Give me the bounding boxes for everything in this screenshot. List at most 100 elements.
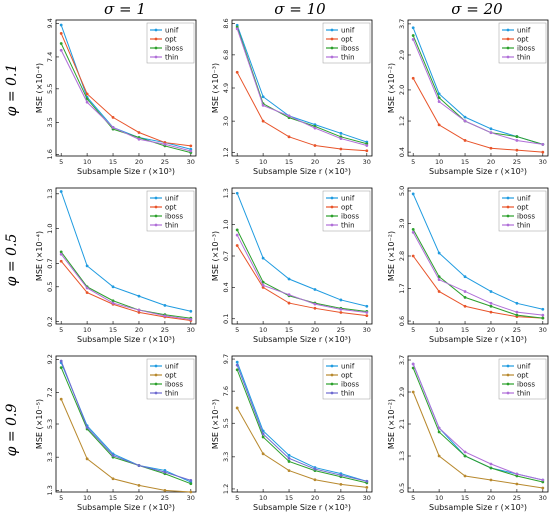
series-line-thin (236, 234, 367, 313)
legend-label: iboss (517, 45, 535, 53)
x-axis-label: Subsample Size r (×10³) (77, 503, 175, 512)
data-point-opt (365, 149, 369, 153)
x-tick-label: 20 (487, 326, 495, 334)
data-point-opt (541, 150, 545, 154)
series-line-thin (60, 253, 191, 320)
data-point-thin (313, 126, 317, 130)
data-point-opt (489, 478, 493, 482)
y-tick-label: 2.9 (398, 50, 406, 60)
legend-marker (330, 391, 334, 395)
data-point-unif (489, 290, 493, 293)
x-tick-label: 30 (539, 326, 547, 334)
legend-marker (154, 391, 158, 395)
x-tick-label: 10 (83, 494, 91, 502)
data-point-iboss (59, 366, 63, 370)
y-tick-label: 0.5 (46, 282, 54, 292)
y-axis-label: MSE (×10⁻²) (387, 231, 396, 281)
data-point-iboss (515, 313, 519, 317)
data-point-iboss (515, 135, 519, 138)
legend-label: opt (165, 204, 177, 212)
y-tick-label: 0.4 (398, 147, 406, 157)
legend-label: thin (165, 222, 179, 230)
data-point-opt (411, 390, 415, 394)
data-point-opt (515, 482, 519, 486)
data-point-opt (365, 486, 369, 489)
col-title-2: σ = 20 (451, 0, 503, 18)
series-line-iboss (60, 251, 191, 319)
x-tick-label: 5 (235, 158, 239, 166)
data-point-thin (313, 467, 317, 471)
x-tick-label: 30 (187, 494, 195, 502)
data-point-thin (59, 252, 63, 256)
data-point-opt (163, 488, 167, 492)
y-tick-label: 1.2 (222, 484, 230, 494)
data-point-opt (339, 311, 343, 314)
x-tick-label: 20 (135, 494, 143, 502)
legend-label: thin (341, 54, 355, 62)
data-point-iboss (189, 482, 193, 486)
data-point-thin (541, 313, 545, 317)
data-point-thin (411, 230, 415, 234)
legend-marker (330, 28, 334, 32)
data-point-thin (411, 362, 415, 366)
y-tick-label: 2.9 (398, 387, 406, 397)
data-point-opt (437, 290, 441, 293)
y-tick-label: 1.3 (46, 485, 54, 495)
series-line-thin (412, 232, 543, 316)
x-tick-label: 25 (161, 494, 169, 502)
legend-marker (506, 205, 510, 209)
legend-marker (506, 382, 510, 386)
data-point-thin (463, 450, 467, 454)
data-point-iboss (437, 430, 441, 434)
data-point-thin (163, 142, 167, 146)
legend-marker (330, 364, 334, 368)
legend-marker (154, 196, 158, 200)
data-point-thin (235, 27, 239, 31)
series-line-opt (412, 391, 543, 489)
series-line-thin (236, 28, 367, 147)
series-line-unif (236, 193, 367, 307)
legend-label: thin (517, 390, 531, 398)
y-tick-label: 2.1 (398, 419, 406, 429)
data-point-thin (463, 119, 467, 123)
legend-label: iboss (341, 213, 359, 221)
legend-marker (154, 205, 158, 209)
x-tick-label: 25 (513, 326, 521, 334)
data-point-unif (59, 23, 63, 27)
data-point-unif (189, 309, 193, 313)
data-point-iboss (287, 460, 291, 463)
series-line-unif (412, 193, 543, 310)
data-point-opt (261, 452, 265, 456)
legend-marker (330, 223, 334, 227)
legend-marker (330, 214, 334, 218)
data-point-thin (111, 454, 115, 457)
data-point-opt (365, 314, 369, 318)
data-point-unif (411, 192, 415, 196)
x-tick-label: 20 (487, 494, 495, 502)
legend-marker (154, 37, 158, 41)
y-tick-label: 1.0 (46, 224, 54, 234)
legend-marker (154, 223, 158, 227)
data-point-opt (111, 115, 115, 119)
y-tick-label: 3.0 (222, 116, 230, 126)
chart-panel-4: 5 10 15 20 25 30 0.1 0.4 0.7 1.0 1.3 Subsample Size… (211, 187, 373, 344)
legend-label: opt (517, 372, 529, 380)
row-label-1: φ = 0.5 (4, 234, 20, 287)
y-tick-label: 3.3 (222, 452, 230, 462)
x-tick-label: 15 (461, 326, 469, 334)
x-axis-label: Subsample Size r (×10³) (253, 503, 351, 512)
x-tick-label: 25 (513, 494, 521, 502)
data-point-iboss (111, 299, 115, 303)
col-title-0: σ = 1 (104, 0, 146, 18)
chart-panel-3: 5 10 15 20 25 30 0.2 0.5 0.7 1.0 1.3 Subsample Size… (35, 187, 197, 344)
data-point-opt (59, 259, 63, 263)
data-point-opt (339, 482, 343, 486)
data-point-opt (313, 478, 317, 482)
data-point-thin (541, 478, 545, 482)
data-point-thin (137, 464, 141, 467)
data-point-opt (463, 139, 467, 142)
series-line-opt (236, 72, 367, 152)
x-tick-label: 20 (487, 158, 495, 166)
x-tick-label: 30 (539, 158, 547, 166)
